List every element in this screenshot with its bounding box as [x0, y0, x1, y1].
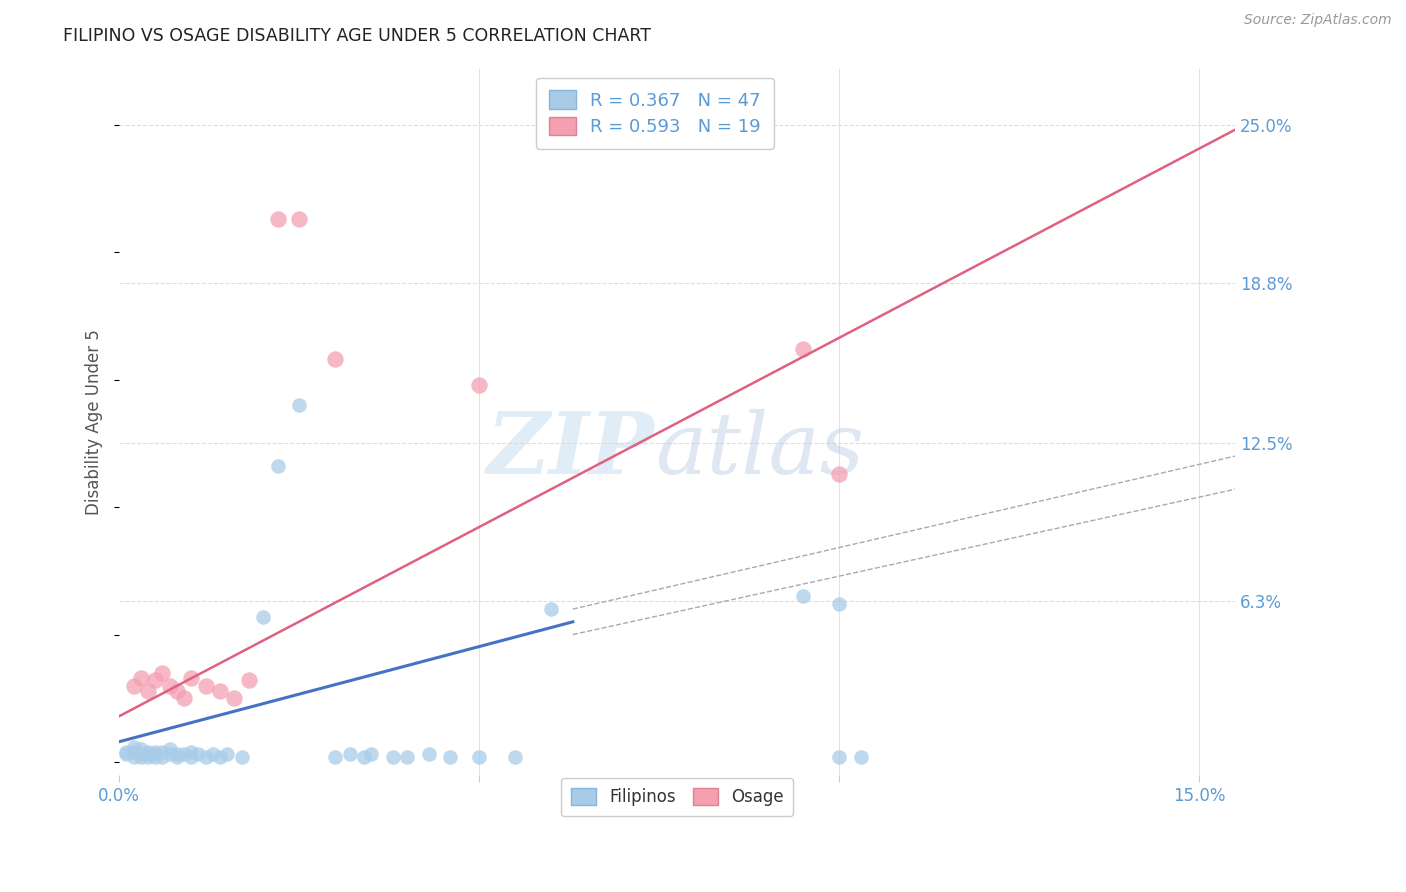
Point	[231, 750, 253, 764]
Point	[266, 211, 288, 226]
Point	[136, 747, 159, 762]
Point	[166, 747, 188, 762]
Point	[129, 671, 152, 685]
Point	[224, 691, 246, 706]
Point	[129, 742, 152, 756]
Point	[136, 750, 159, 764]
Text: atlas: atlas	[655, 409, 865, 491]
Point	[339, 747, 361, 762]
Point	[143, 673, 166, 688]
Point	[152, 745, 174, 759]
Point	[122, 750, 145, 764]
Point	[792, 342, 814, 356]
Point	[792, 590, 814, 604]
Point	[129, 747, 152, 762]
Point	[115, 747, 138, 762]
Point	[828, 597, 851, 611]
Point	[143, 750, 166, 764]
Point	[418, 747, 440, 762]
Point	[180, 750, 202, 764]
Y-axis label: Disability Age Under 5: Disability Age Under 5	[86, 329, 103, 515]
Point	[159, 679, 181, 693]
Point	[143, 745, 166, 759]
Point	[849, 750, 872, 764]
Point	[173, 691, 195, 706]
Point	[209, 683, 232, 698]
Point	[217, 747, 239, 762]
Point	[540, 602, 562, 616]
Point	[166, 683, 188, 698]
Point	[288, 211, 311, 226]
Point	[439, 750, 461, 764]
Point	[180, 671, 202, 685]
Point	[396, 750, 419, 764]
Point	[503, 750, 526, 764]
Point	[381, 750, 404, 764]
Point	[129, 750, 152, 764]
Point	[252, 609, 274, 624]
Point	[353, 750, 375, 764]
Legend: Filipinos, Osage: Filipinos, Osage	[561, 778, 793, 816]
Point	[159, 742, 181, 756]
Point	[136, 745, 159, 759]
Text: Source: ZipAtlas.com: Source: ZipAtlas.com	[1244, 13, 1392, 28]
Point	[468, 377, 491, 392]
Point	[180, 745, 202, 759]
Point	[323, 352, 346, 367]
Point	[828, 750, 851, 764]
Point	[201, 747, 224, 762]
Point	[323, 750, 346, 764]
Point	[122, 739, 145, 754]
Point	[194, 750, 217, 764]
Point	[115, 745, 138, 759]
Point	[209, 750, 232, 764]
Point	[136, 683, 159, 698]
Point	[828, 467, 851, 481]
Point	[360, 747, 382, 762]
Text: ZIP: ZIP	[486, 409, 655, 491]
Point	[266, 459, 288, 474]
Point	[122, 745, 145, 759]
Point	[238, 673, 260, 688]
Point	[194, 679, 217, 693]
Point	[143, 747, 166, 762]
Point	[288, 398, 311, 412]
Point	[468, 750, 491, 764]
Point	[173, 747, 195, 762]
Text: FILIPINO VS OSAGE DISABILITY AGE UNDER 5 CORRELATION CHART: FILIPINO VS OSAGE DISABILITY AGE UNDER 5…	[63, 27, 651, 45]
Point	[187, 747, 209, 762]
Point	[159, 747, 181, 762]
Point	[152, 750, 174, 764]
Point	[152, 665, 174, 680]
Point	[166, 750, 188, 764]
Point	[122, 679, 145, 693]
